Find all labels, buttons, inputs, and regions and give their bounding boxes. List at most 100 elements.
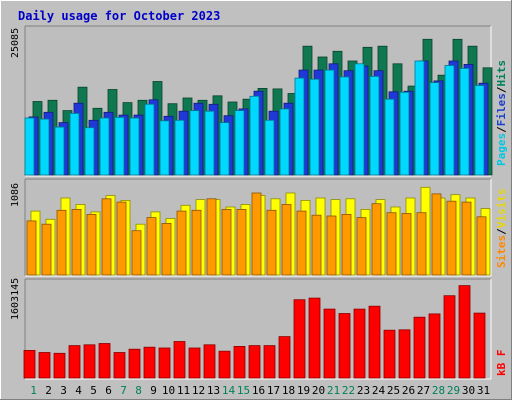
middle-sites-bar-day-11	[176, 210, 187, 276]
bottom-kb-f-bar-day-19	[293, 299, 306, 379]
day-label-21: 21	[327, 384, 340, 397]
top-legend: Pages/Files/Hits	[495, 60, 508, 166]
top-pages-bar-day-9	[144, 103, 155, 176]
middle-sites-bar-day-10	[161, 222, 172, 276]
bottom-kb-f-bar-day-27	[413, 316, 426, 379]
top-pages-bar-day-16	[249, 95, 260, 176]
top-pages-bar-day-27	[414, 60, 425, 176]
day-label-15: 15	[237, 384, 250, 397]
top-pages-bar-day-12	[189, 110, 200, 176]
top-pages-bar-day-7	[114, 117, 125, 176]
bottom-kb-f-bar-day-6	[98, 343, 111, 379]
middle-sites-bar-day-20	[311, 214, 322, 276]
bottom-kb-f-bar-day-11	[173, 341, 186, 379]
day-label-24: 24	[372, 384, 386, 397]
day-label-20: 20	[312, 384, 325, 397]
legend-hits: Hits	[495, 60, 508, 87]
top-pages-bar-day-18	[279, 108, 290, 176]
middle-sites-bar-day-31	[476, 216, 487, 276]
middle-sites-bar-day-14	[221, 208, 232, 276]
top-pages-bar-day-4	[69, 113, 80, 176]
bottom-kb-f-bar-day-21	[323, 308, 336, 379]
bottom-kb-f-bar-day-15	[233, 345, 246, 379]
bottom-kb-f-bar-day-23	[353, 308, 366, 379]
top-pages-bar-day-15	[234, 110, 245, 176]
top-pages-bar-day-21	[324, 69, 335, 176]
bottom-legend: kB F	[495, 350, 508, 377]
bottom-kb-f-bar-day-10	[158, 347, 171, 379]
middle-sites-bar-day-8	[131, 230, 142, 276]
bottom-kb-f-bar-day-3	[53, 352, 66, 379]
middle-sites-bar-day-21	[326, 215, 337, 276]
day-label-2: 2	[45, 384, 52, 397]
day-label-13: 13	[207, 384, 220, 397]
top-pages-bar-day-30	[459, 68, 470, 176]
top-pages-bar-day-19	[294, 77, 305, 176]
bottom-kb-f-bar-day-30	[458, 285, 471, 379]
bottom-kb-f-bar-day-25	[383, 329, 396, 379]
middle-sites-bar-day-27	[416, 212, 427, 276]
top-pages-bar-day-25	[384, 98, 395, 176]
bottom-kb-f-bar-day-24	[368, 305, 381, 379]
middle-sites-bar-day-26	[401, 213, 412, 276]
middle-sites-bar-day-1	[26, 220, 37, 276]
top-pages-bar-day-23	[354, 63, 365, 176]
bottom-kb-f-bar-day-5	[83, 344, 96, 379]
day-label-31: 31	[477, 384, 490, 397]
top-max-label: 25085	[10, 28, 21, 58]
middle-sites-bar-day-5	[86, 213, 97, 276]
day-label-17: 17	[267, 384, 280, 397]
middle-sites-bar-day-29	[446, 200, 457, 276]
top-pages-bar-day-24	[369, 76, 380, 176]
day-label-22: 22	[342, 384, 355, 397]
middle-sites-bar-day-24	[371, 203, 382, 276]
middle-sites-bar-day-15	[236, 208, 247, 276]
middle-sites-bar-day-4	[71, 208, 82, 276]
bottom-kb-f-bar-day-14	[218, 350, 231, 379]
bottom-kb-f-bar-day-26	[398, 329, 411, 379]
middle-sites-bar-day-18	[281, 204, 292, 276]
day-label-9: 9	[150, 384, 157, 397]
top-pages-bar-day-29	[444, 65, 455, 176]
day-label-11: 11	[177, 384, 190, 397]
day-label-26: 26	[402, 384, 415, 397]
day-label-5: 5	[90, 384, 97, 397]
middle-sites-bar-day-28	[431, 193, 442, 276]
day-label-6: 6	[105, 384, 112, 397]
day-axis-labels: 1 2 3 4 5 6 7 8 9 10 11 12 13 14 15 16 17 18 19 20 21 22 23 24 2…	[30, 384, 490, 397]
top-pages-bar-day-31	[474, 85, 485, 176]
middle-sites-bar-day-2	[41, 223, 52, 276]
day-label-27: 27	[417, 384, 430, 397]
middle-panel-bars	[26, 186, 491, 276]
middle-sites-bar-day-3	[56, 209, 67, 276]
top-panel-bars	[24, 38, 493, 176]
middle-sites-bar-day-23	[356, 217, 367, 276]
top-pages-bar-day-5	[84, 127, 95, 176]
top-pages-bar-day-8	[129, 117, 140, 176]
bottom-kb-f-bar-day-2	[38, 352, 51, 379]
middle-sites-bar-day-9	[146, 217, 157, 276]
middle-sites-bar-day-19	[296, 210, 307, 276]
bottom-kb-f-bar-day-31	[473, 312, 486, 379]
bottom-kb-f-bar-day-12	[188, 347, 201, 379]
top-pages-bar-day-28	[429, 82, 440, 176]
legend-sites: Sites	[495, 235, 508, 268]
day-label-7: 7	[120, 384, 127, 397]
day-label-8: 8	[135, 384, 142, 397]
bottom-kb-f-bar-day-8	[128, 348, 141, 379]
day-label-29: 29	[447, 384, 460, 397]
legend-kb-f: kB F	[495, 350, 508, 377]
day-label-16: 16	[252, 384, 265, 397]
top-pages-bar-day-14	[219, 122, 230, 176]
legend-files: Files	[495, 93, 508, 126]
legend-visits: Visits	[495, 189, 508, 229]
day-label-25: 25	[387, 384, 400, 397]
top-pages-bar-day-10	[159, 120, 170, 176]
bottom-panel-bars	[23, 285, 486, 379]
top-pages-bar-day-13	[204, 110, 215, 176]
day-label-4: 4	[75, 384, 82, 397]
day-label-12: 12	[192, 384, 205, 397]
legend-pages: Pages	[495, 133, 508, 166]
middle-max-label: 1086	[10, 183, 21, 207]
middle-sites-bar-day-6	[101, 198, 112, 276]
